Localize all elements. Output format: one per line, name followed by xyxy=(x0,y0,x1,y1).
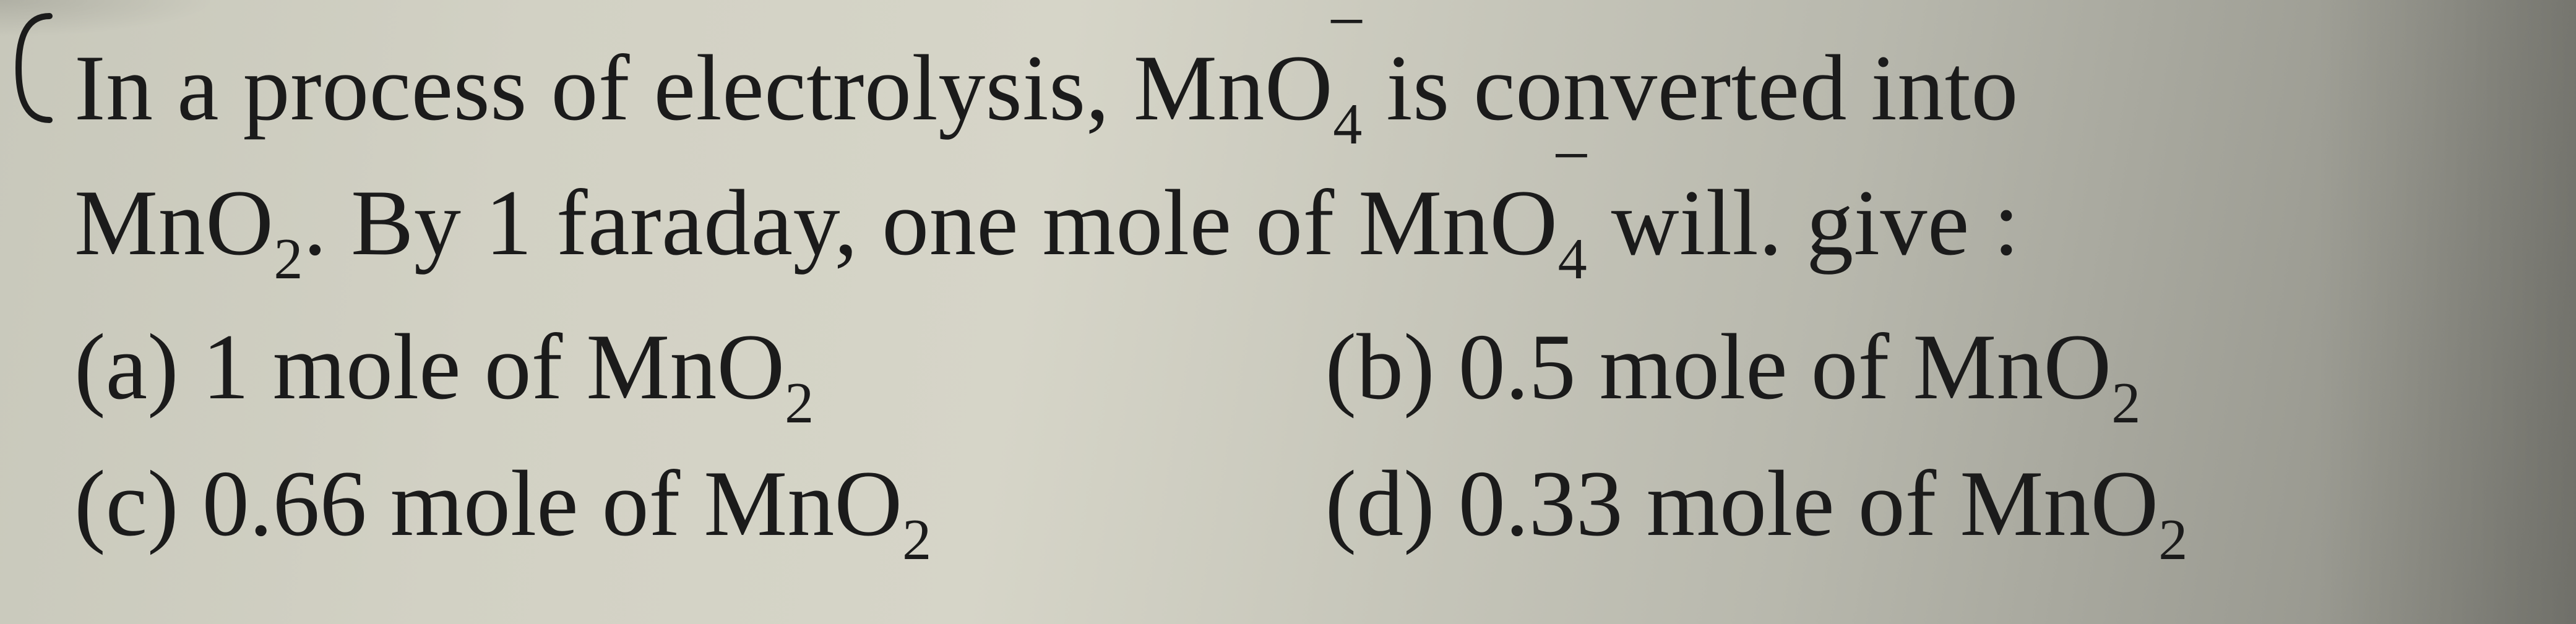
option-b-label: (b) xyxy=(1325,315,1458,419)
permanganate-ion: −4 xyxy=(1333,25,1363,160)
option-d-label: (d) xyxy=(1325,451,1458,555)
q-line1-pre: In a process of electrolysis, MnO xyxy=(74,36,1333,140)
ion-four: 4 xyxy=(1333,92,1363,156)
option-c-qty: 0.66 mole of MnO xyxy=(202,451,902,555)
page: In a process of electrolysis, MnO−4 is c… xyxy=(0,0,2576,624)
option-d-qty: 0.33 mole of MnO xyxy=(1458,451,2158,555)
option-a-sub: 2 xyxy=(785,371,814,435)
option-c: (c) 0.66 mole of MnO2 xyxy=(74,443,1276,573)
option-d-sub: 2 xyxy=(2158,508,2187,572)
option-b-qty: 0.5 mole of MnO xyxy=(1458,315,2111,419)
option-d: (d) 0.33 mole of MnO2 xyxy=(1325,443,2527,573)
question-line-1: In a process of electrolysis, MnO−4 is c… xyxy=(74,25,2526,160)
q-line2-mid: . By 1 faraday, one mole of MnO xyxy=(303,171,1558,275)
question-text: In a process of electrolysis, MnO−4 is c… xyxy=(74,25,2526,294)
option-b-sub: 2 xyxy=(2111,371,2140,435)
ion-minus: − xyxy=(1327,0,1366,55)
q-line2-post: will. give : xyxy=(1587,171,2020,275)
question-line-2: MnO2. By 1 faraday, one mole of MnO−4 wi… xyxy=(74,160,2526,294)
option-c-label: (c) xyxy=(74,451,202,555)
option-a-qty: 1 mole of MnO xyxy=(202,315,785,419)
question-bracket-icon xyxy=(6,12,62,124)
ion-four-2: 4 xyxy=(1558,227,1588,291)
q-line1-post: is converted into xyxy=(1363,36,2018,140)
permanganate-ion-2: −4 xyxy=(1558,160,1588,294)
option-c-sub: 2 xyxy=(902,508,931,572)
option-a-label: (a) xyxy=(74,315,202,419)
ion-minus-2: − xyxy=(1552,122,1590,189)
mno2-sub: 2 xyxy=(274,227,303,291)
q-line2-pre: MnO xyxy=(74,171,274,275)
options-grid: (a) 1 mole of MnO2 (b) 0.5 mole of MnO2 … xyxy=(74,306,2526,573)
option-a: (a) 1 mole of MnO2 xyxy=(74,306,1276,437)
option-b: (b) 0.5 mole of MnO2 xyxy=(1325,306,2527,437)
